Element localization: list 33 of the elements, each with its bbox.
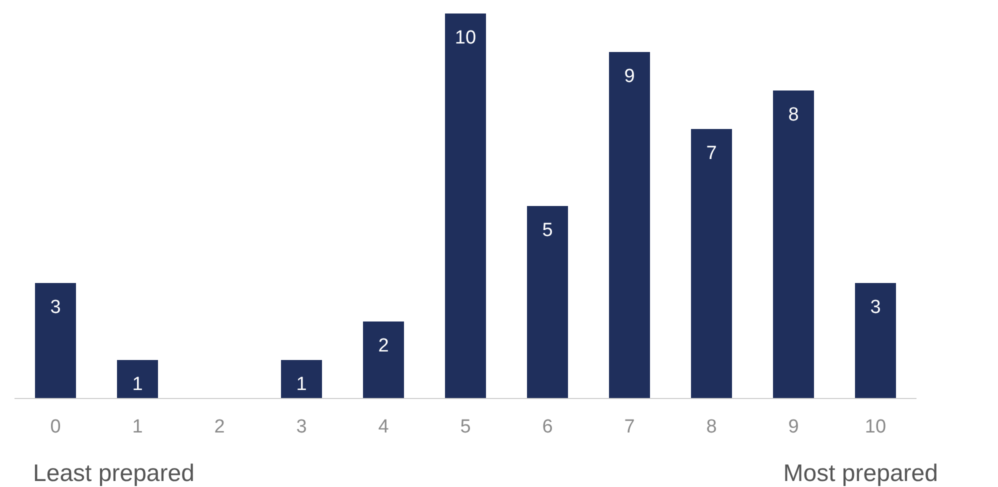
data-label: 1 [132, 374, 143, 395]
x-tick-label: 1 [132, 416, 143, 438]
x-tick-label: 8 [706, 416, 717, 438]
data-label: 7 [706, 143, 717, 164]
x-tick-label: 7 [624, 416, 635, 438]
bar [691, 129, 732, 398]
x-tick-label: 4 [378, 416, 390, 438]
data-label: 9 [624, 66, 635, 87]
bar [281, 360, 322, 398]
x-tick-label: 9 [788, 416, 799, 438]
text: Most prepared [783, 459, 938, 487]
data-label: 1 [296, 374, 307, 395]
bar [35, 283, 76, 398]
x-tick-label: 5 [460, 416, 471, 438]
bar [855, 283, 896, 398]
bar [609, 52, 650, 398]
data-label: 8 [788, 104, 799, 126]
data-label: 3 [870, 297, 881, 318]
bar [363, 322, 404, 398]
data-label: 2 [378, 336, 389, 356]
bar [527, 206, 568, 398]
x-tick-label: 0 [50, 416, 61, 438]
x-tick-label: 10 [864, 416, 886, 438]
x-tick-label: 2 [214, 416, 225, 438]
x-tick-label: 3 [296, 416, 307, 438]
bar [117, 360, 158, 398]
text: Least prepared [33, 459, 194, 487]
bar [445, 14, 486, 398]
bar [773, 90, 814, 398]
data-label: 5 [542, 220, 553, 241]
data-label: 3 [50, 297, 61, 318]
data-label: 10 [454, 28, 476, 48]
x-tick-label: 6 [542, 416, 553, 438]
